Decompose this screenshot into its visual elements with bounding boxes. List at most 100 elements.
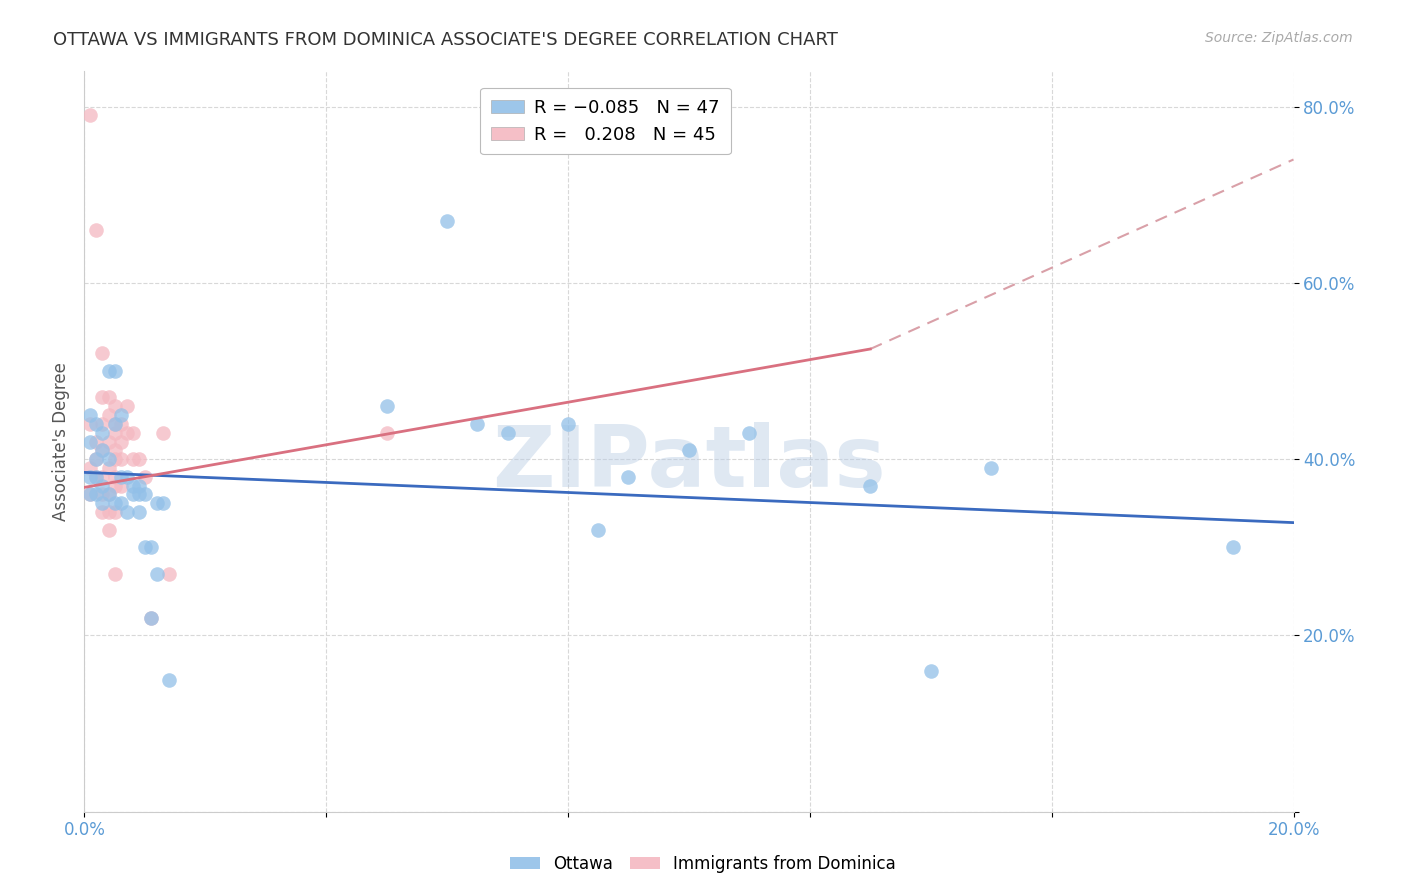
- Point: [79, 461, 101, 475]
- Point: [496, 425, 519, 440]
- Point: [920, 664, 942, 678]
- Point: [139, 541, 162, 555]
- Point: [128, 478, 150, 492]
- Point: [115, 505, 138, 519]
- Point: [134, 541, 156, 555]
- Point: [139, 611, 162, 625]
- Y-axis label: Associate's Degree: Associate's Degree: [52, 362, 70, 521]
- Point: [678, 443, 700, 458]
- Point: [104, 443, 127, 458]
- Point: [859, 478, 882, 492]
- Point: [86, 452, 108, 467]
- Point: [86, 470, 108, 484]
- Point: [110, 478, 132, 492]
- Point: [91, 487, 114, 501]
- Point: [97, 487, 120, 501]
- Point: [104, 505, 127, 519]
- Point: [91, 470, 114, 484]
- Point: [617, 470, 640, 484]
- Point: [104, 399, 127, 413]
- Point: [115, 425, 138, 440]
- Point: [104, 417, 127, 431]
- Point: [97, 523, 120, 537]
- Point: [91, 496, 114, 510]
- Point: [97, 391, 120, 405]
- Point: [375, 399, 398, 413]
- Point: [115, 470, 138, 484]
- Point: [738, 425, 761, 440]
- Point: [436, 214, 458, 228]
- Point: [1222, 541, 1244, 555]
- Point: [121, 452, 143, 467]
- Text: OTTAWA VS IMMIGRANTS FROM DOMINICA ASSOCIATE'S DEGREE CORRELATION CHART: OTTAWA VS IMMIGRANTS FROM DOMINICA ASSOC…: [53, 31, 838, 49]
- Point: [91, 425, 114, 440]
- Point: [91, 346, 114, 360]
- Point: [97, 487, 120, 501]
- Point: [79, 434, 101, 449]
- Point: [91, 443, 114, 458]
- Point: [104, 417, 127, 431]
- Point: [104, 364, 127, 378]
- Point: [79, 487, 101, 501]
- Point: [375, 425, 398, 440]
- Point: [91, 391, 114, 405]
- Point: [146, 566, 169, 581]
- Text: Source: ZipAtlas.com: Source: ZipAtlas.com: [1205, 31, 1353, 45]
- Point: [91, 505, 114, 519]
- Point: [157, 673, 180, 687]
- Point: [86, 417, 108, 431]
- Point: [467, 417, 489, 431]
- Point: [79, 408, 101, 422]
- Point: [110, 496, 132, 510]
- Point: [104, 496, 127, 510]
- Point: [104, 470, 127, 484]
- Point: [128, 505, 150, 519]
- Legend: Ottawa, Immigrants from Dominica: Ottawa, Immigrants from Dominica: [503, 848, 903, 880]
- Point: [86, 223, 108, 237]
- Point: [152, 425, 174, 440]
- Point: [97, 408, 120, 422]
- Point: [134, 470, 156, 484]
- Point: [97, 461, 120, 475]
- Point: [91, 417, 114, 431]
- Point: [121, 425, 143, 440]
- Point: [146, 496, 169, 510]
- Point: [86, 434, 108, 449]
- Point: [139, 611, 162, 625]
- Point: [588, 523, 610, 537]
- Point: [79, 108, 101, 122]
- Legend: R = −0.085   N = 47, R =   0.208   N = 45: R = −0.085 N = 47, R = 0.208 N = 45: [481, 87, 731, 154]
- Point: [104, 425, 127, 440]
- Point: [110, 408, 132, 422]
- Point: [128, 452, 150, 467]
- Point: [110, 417, 132, 431]
- Point: [121, 487, 143, 501]
- Point: [91, 443, 114, 458]
- Point: [97, 452, 120, 467]
- Point: [104, 452, 127, 467]
- Point: [97, 364, 120, 378]
- Point: [110, 470, 132, 484]
- Point: [557, 417, 579, 431]
- Point: [97, 505, 120, 519]
- Point: [121, 478, 143, 492]
- Point: [104, 566, 127, 581]
- Point: [86, 470, 108, 484]
- Point: [86, 452, 108, 467]
- Text: ZIPatlas: ZIPatlas: [492, 422, 886, 505]
- Point: [152, 496, 174, 510]
- Point: [980, 461, 1002, 475]
- Point: [115, 399, 138, 413]
- Point: [110, 434, 132, 449]
- Point: [79, 417, 101, 431]
- Point: [134, 487, 156, 501]
- Point: [128, 487, 150, 501]
- Point: [110, 452, 132, 467]
- Point: [91, 478, 114, 492]
- Point: [79, 470, 101, 484]
- Point: [104, 478, 127, 492]
- Point: [97, 434, 120, 449]
- Point: [86, 487, 108, 501]
- Point: [157, 566, 180, 581]
- Point: [79, 487, 101, 501]
